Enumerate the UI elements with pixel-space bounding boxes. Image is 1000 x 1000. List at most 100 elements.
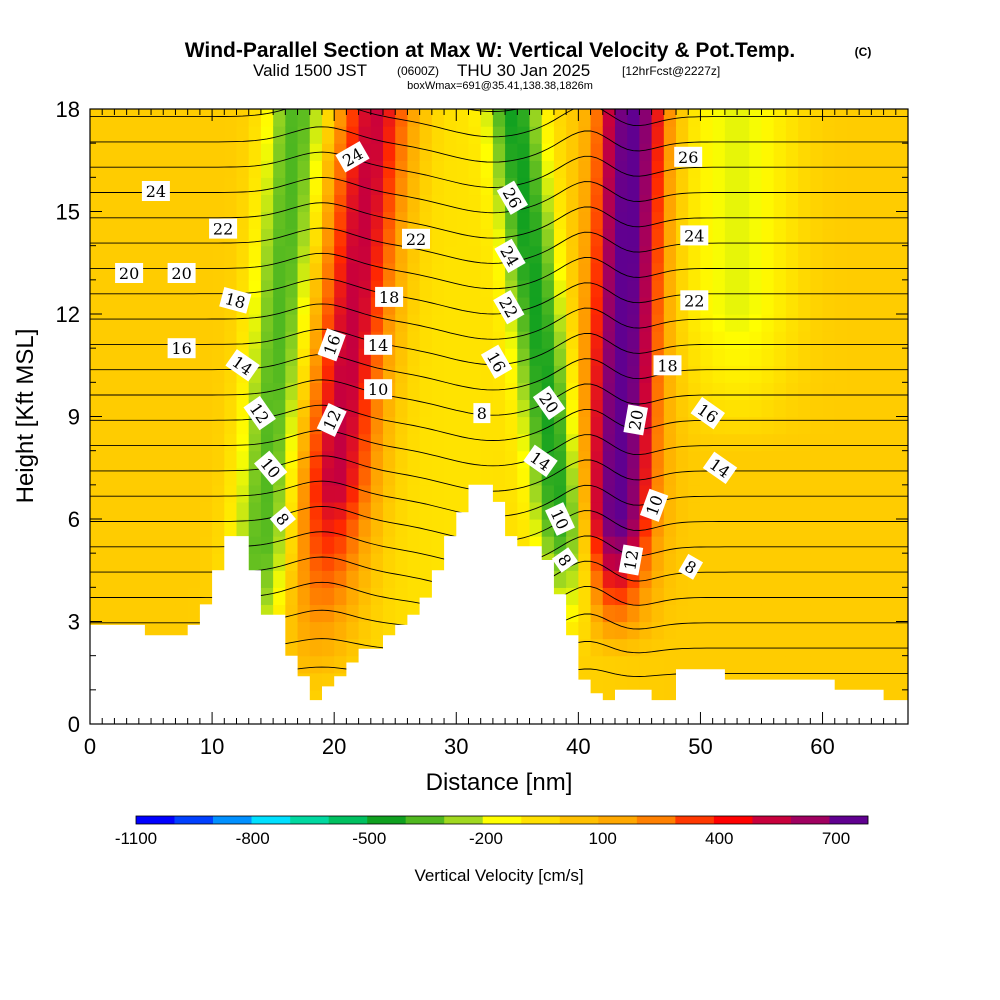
vv-cell: [724, 604, 738, 623]
vv-cell: [309, 433, 323, 452]
vv-cell: [566, 467, 579, 486]
vv-cell: [321, 177, 335, 196]
vv-cell: [334, 109, 347, 127]
vv-cell: [102, 211, 116, 230]
vv-cell: [578, 604, 592, 623]
vv-cell: [212, 177, 225, 196]
vv-cell: [273, 416, 286, 435]
vv-cell: [798, 262, 811, 281]
vv-cell: [358, 536, 372, 554]
vv-cell: [553, 160, 567, 178]
vv-cell: [431, 109, 445, 127]
vv-cell: [175, 587, 189, 606]
vv-cell: [700, 160, 714, 178]
vv-cell: [114, 382, 128, 401]
vv-cell: [773, 501, 787, 520]
vv-cell: [151, 143, 164, 161]
isentrope-label-box: [167, 338, 196, 359]
vv-cell: [407, 450, 421, 469]
vv-cell: [383, 450, 396, 469]
vv-cell: [309, 109, 323, 127]
vv-cell: [859, 143, 872, 161]
vv-cell: [614, 399, 628, 418]
vv-cell: [651, 638, 665, 657]
vv-cell: [383, 399, 396, 418]
vv-cell: [627, 450, 641, 469]
vv-cell: [505, 160, 518, 178]
vv-cell: [468, 279, 482, 298]
vv-cell: [285, 484, 299, 503]
vv-cell: [810, 245, 824, 264]
vv-cell: [138, 416, 152, 435]
vv-cell: [236, 228, 250, 247]
vv-cell: [309, 399, 323, 418]
vv-cell: [334, 519, 347, 537]
vv-cell: [126, 536, 140, 554]
vv-cell: [199, 450, 213, 469]
vv-cell: [492, 433, 506, 452]
isentrope-label: 24: [680, 225, 709, 246]
vv-cell: [639, 245, 653, 264]
vv-cell: [602, 211, 616, 230]
vv-cell: [798, 621, 811, 640]
vv-cell: [578, 450, 592, 469]
chart-subtitle: Valid 1500 JST (0600Z) THU 30 Jan 2025 […: [253, 61, 720, 80]
vv-cell: [114, 160, 128, 178]
vv-cell: [761, 109, 775, 127]
vv-cell: [383, 501, 396, 520]
vv-cell: [895, 262, 908, 281]
isentrope-label-box: [496, 180, 529, 215]
vv-cell: [810, 399, 824, 418]
vv-cell: [407, 501, 421, 520]
vv-cell: [761, 279, 775, 298]
vv-cell: [212, 160, 225, 178]
vv-cell: [663, 177, 677, 196]
vv-cell: [663, 450, 677, 469]
vv-cell: [285, 109, 299, 127]
vv-cell: [90, 314, 103, 332]
vv-cell: [151, 314, 164, 332]
vv-cell: [102, 553, 116, 571]
vv-cell: [798, 467, 811, 486]
vv-cell: [602, 553, 616, 571]
vv-cell: [138, 467, 152, 486]
vv-cell: [187, 279, 201, 298]
vv-cell: [309, 160, 323, 178]
vv-cell: [273, 314, 286, 332]
vv-cell: [627, 519, 641, 537]
vv-cell: [859, 416, 872, 435]
vv-cell: [700, 433, 714, 452]
vv-cell: [224, 109, 238, 127]
vv-cell: [700, 365, 714, 383]
vv-cell: [737, 245, 750, 264]
vv-cell: [199, 296, 213, 315]
colorbar-tick-label: 700: [822, 829, 850, 848]
vv-cell: [602, 262, 616, 281]
isentrope-label-text: 26: [678, 148, 698, 167]
vv-cell: [383, 433, 396, 452]
vv-cell: [639, 604, 653, 623]
vv-cell: [590, 501, 604, 520]
vv-cell: [90, 109, 103, 127]
vv-cell: [895, 143, 908, 161]
vv-cell: [724, 228, 738, 247]
vv-cell: [859, 672, 872, 691]
isentrope-label: 20: [167, 263, 196, 283]
vv-cell: [126, 501, 140, 520]
vv-cell: [859, 245, 872, 264]
vv-cell: [212, 109, 225, 127]
vv-cell: [553, 109, 567, 127]
vv-cell: [773, 519, 787, 537]
vv-cell: [334, 501, 347, 520]
vv-cell: [126, 314, 140, 332]
vv-cell: [578, 399, 592, 418]
vv-cell: [248, 245, 262, 264]
vv-cell: [480, 109, 494, 127]
vv-cell: [663, 638, 677, 657]
vv-cell: [285, 536, 299, 554]
vv-cell: [590, 279, 604, 298]
vv-cell: [163, 296, 177, 315]
vv-cell: [773, 399, 787, 418]
vv-cell: [810, 143, 824, 161]
vv-cell: [444, 433, 457, 452]
